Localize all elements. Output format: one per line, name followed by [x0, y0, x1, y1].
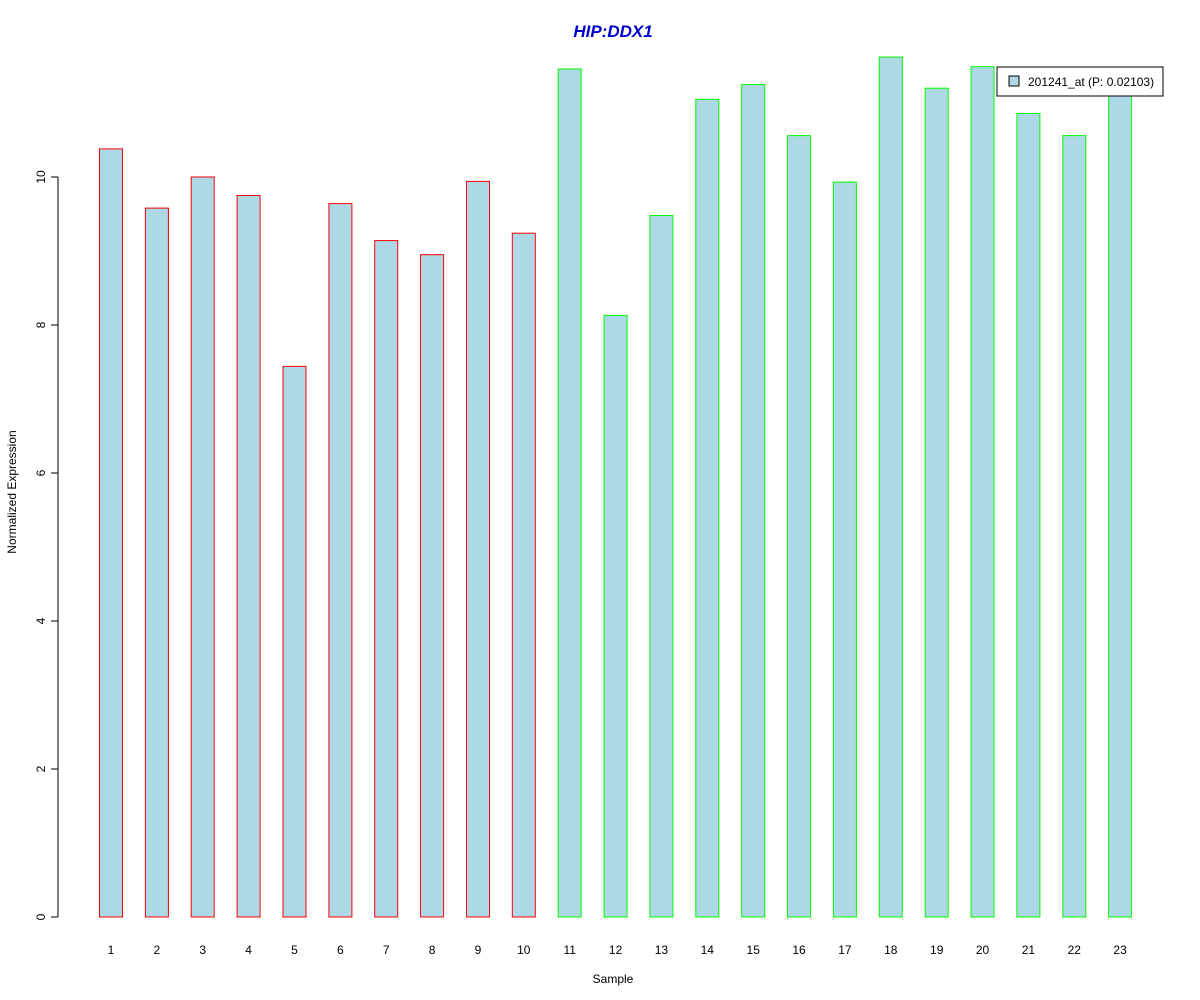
- bar-sample-1: [99, 148, 123, 918]
- x-tick-label: 20: [976, 943, 990, 957]
- y-tick-label: 8: [34, 321, 48, 328]
- x-tick-label: 22: [1068, 943, 1082, 957]
- y-tick-label: 10: [34, 170, 48, 184]
- x-tick-label: 7: [383, 943, 390, 957]
- legend-box: [996, 66, 1164, 97]
- bar-sample-20: [970, 66, 995, 918]
- x-tick-label: 4: [245, 943, 252, 957]
- bar-sample-19: [924, 87, 949, 918]
- y-tick-label: 2: [34, 765, 48, 772]
- bar-sample-9: [466, 180, 490, 918]
- bar-sample-7: [374, 240, 399, 918]
- x-tick-label: 6: [337, 943, 344, 957]
- bar-sample-14: [695, 98, 720, 918]
- y-tick-label: 4: [34, 617, 48, 624]
- y-axis: 0 2 4 6 8 10: [34, 170, 59, 920]
- x-tick-label: 21: [1022, 943, 1036, 957]
- x-tick-label: 19: [930, 943, 944, 957]
- bar-sample-23: [1108, 95, 1133, 918]
- x-tick-label: 14: [701, 943, 715, 957]
- x-tick-label: 10: [517, 943, 531, 957]
- x-axis-title: Sample: [593, 972, 634, 986]
- y-tick-label: 0: [34, 913, 48, 920]
- bar-sample-3: [190, 176, 215, 918]
- x-tick-label: 18: [884, 943, 898, 957]
- bar-sample-13: [649, 215, 674, 918]
- x-tick-label: 23: [1113, 943, 1127, 957]
- bar-sample-12: [603, 314, 628, 918]
- bar-sample-18: [878, 56, 903, 918]
- x-tick-label: 11: [563, 943, 576, 957]
- bar-sample-16: [787, 135, 811, 918]
- bar-sample-15: [741, 84, 766, 918]
- x-tick-label: 12: [609, 943, 623, 957]
- y-axis-title: Normalized Expression: [5, 430, 19, 553]
- bar-sample-11: [557, 68, 582, 918]
- chart-title: HIP:DDX1: [573, 22, 652, 41]
- bar-sample-8: [420, 254, 445, 918]
- bars-group: [99, 56, 1133, 918]
- bar-sample-4: [236, 195, 261, 918]
- bar-sample-5: [282, 365, 307, 918]
- legend-label: 201241_at (P: 0.02103): [1028, 75, 1154, 89]
- x-tick-label: 13: [655, 943, 669, 957]
- y-tick-label: 6: [34, 469, 48, 476]
- x-tick-label: 2: [154, 943, 161, 957]
- bar-sample-2: [144, 207, 169, 918]
- x-tick-label: 9: [475, 943, 482, 957]
- legend-swatch: [1008, 75, 1020, 87]
- x-tick-label: 8: [429, 943, 436, 957]
- x-tick-label: 5: [291, 943, 298, 957]
- x-tick-label: 1: [108, 943, 115, 957]
- x-tick-label: 17: [838, 943, 852, 957]
- x-tick-label: 3: [199, 943, 206, 957]
- legend: 201241_at (P: 0.02103): [996, 66, 1164, 97]
- bar-sample-6: [328, 203, 353, 918]
- x-tick-label: 16: [792, 943, 806, 957]
- bar-sample-10: [511, 232, 536, 918]
- x-tick-label: 15: [747, 943, 761, 957]
- bar-sample-17: [832, 181, 857, 918]
- x-tick-labels: 1 2 3 4 5 6 7 8 9 10 11 12 13 14 15 16 17 18 19 20 21 22 23: [108, 943, 1127, 957]
- bar-sample-21: [1016, 112, 1041, 918]
- bar-sample-22: [1062, 135, 1087, 918]
